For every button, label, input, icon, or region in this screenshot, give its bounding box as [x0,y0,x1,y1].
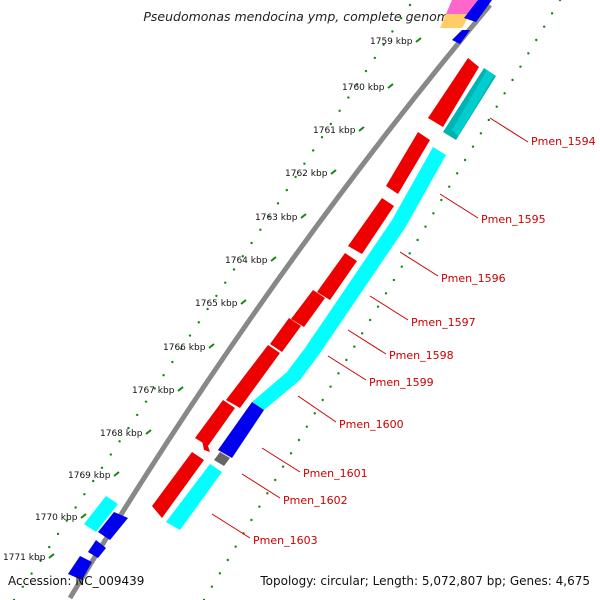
kbp-label: 1759 kbp [370,37,413,47]
gene-feature [84,496,118,532]
kbp-label: 1769 kbp [68,471,111,481]
reverse-features [166,68,496,530]
gene-label-pmen_1599[interactable]: Pmen_1599 [369,376,434,389]
inner-tick-track [202,0,562,600]
gene-feature [152,452,204,518]
kbp-label: 1762 kbp [285,169,328,179]
gene-feature [68,556,92,580]
other-features [68,402,264,580]
gene-label-pmen_1598[interactable]: Pmen_1598 [389,349,454,362]
forward-features [152,58,479,518]
top-partial-features [440,0,492,44]
gene-leader-line [261,447,301,473]
gene-feature [452,70,494,136]
gene-label-pmen_1597[interactable]: Pmen_1597 [411,316,476,329]
gene-feature [214,452,230,466]
gene-leader-line [489,117,529,143]
gene-leader-line [369,295,409,321]
kbp-label: 1760 kbp [342,83,385,93]
gene-feature [386,132,430,194]
gene-feature [98,512,128,540]
gene-feature [270,318,301,352]
gene-label-pmen_1603[interactable]: Pmen_1603 [253,534,318,547]
gene-leader-line [211,513,251,539]
gene-leader-line [439,193,479,219]
gene-label-pmen_1595[interactable]: Pmen_1595 [481,213,546,226]
gene-labels: Pmen_1594 Pmen_1595 Pmen_1596 Pmen_1597 Pmen… [211,117,596,547]
gene-feature [287,348,318,380]
gene-feature [348,198,394,254]
accession-text: Accession: NC_009439 [8,574,145,588]
kbp-label: 1764 kbp [225,256,268,266]
kbp-label: 1766 kbp [163,343,206,353]
gene-feature [428,58,479,127]
kbp-label: 1771 kbp [3,553,46,563]
gene-leader-line [327,355,367,381]
gene-feature [317,253,357,300]
gene-label-pmen_1602[interactable]: Pmen_1602 [283,494,348,507]
kbp-label: 1767 kbp [132,386,175,396]
gene-feature [88,540,106,558]
gene-label-pmen_1596[interactable]: Pmen_1596 [441,272,506,285]
kbp-scale: 1759 kbp 1760 kbp 1761 kbp 1762 kbp 1763 kbp… [3,37,422,563]
gene-feature [166,464,222,530]
kbp-label: 1761 kbp [313,126,356,136]
kbp-label: 1763 kbp [255,213,298,223]
gene-feature [291,290,325,327]
gene-feature [202,440,210,452]
gene-leader-line [347,329,387,355]
genome-backbone [67,3,492,600]
gene-feature [305,304,348,356]
genome-summary-text: Topology: circular; Length: 5,072,807 bp… [260,574,590,588]
kbp-label: 1768 kbp [100,429,143,439]
gene-feature [392,147,446,228]
gene-feature [226,345,280,408]
gene-feature [252,372,300,410]
map-title: Pseudomonas mendocina ymp, complete geno… [143,9,457,24]
outer-tick-track [12,3,412,600]
gene-leader-line [297,395,337,423]
gene-label-pmen_1601[interactable]: Pmen_1601 [303,467,368,480]
gene-label-pmen_1594[interactable]: Pmen_1594 [531,135,596,148]
gene-feature [335,220,405,312]
kbp-label: 1770 kbp [35,513,78,523]
gene-label-pmen_1600[interactable]: Pmen_1600 [339,418,404,431]
gene-feature [195,400,235,446]
kbp-label: 1765 kbp [195,299,238,309]
gene-feature [218,402,264,458]
gene-leader-line [241,473,281,499]
gene-leader-line [399,251,439,277]
